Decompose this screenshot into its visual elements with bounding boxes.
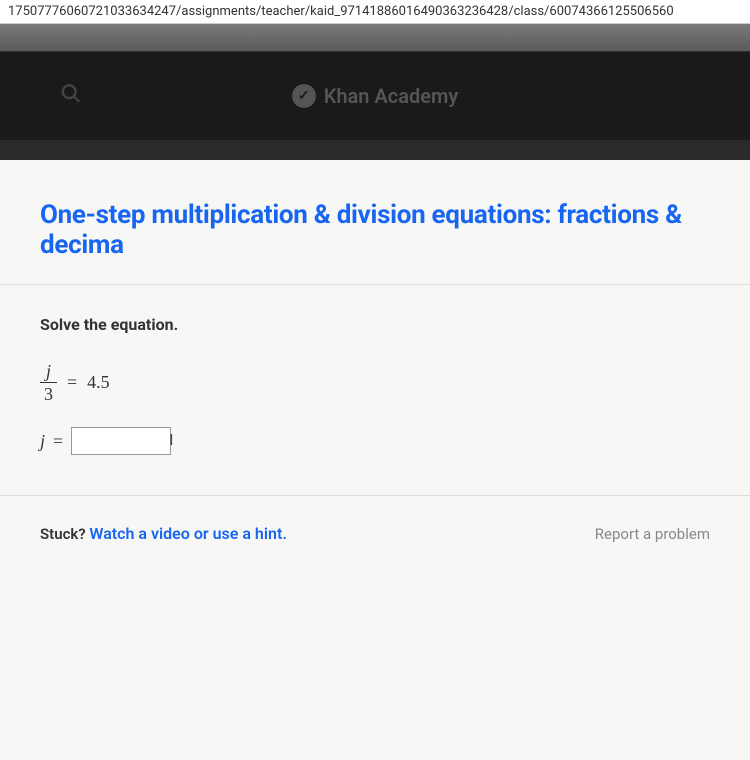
- answer-variable: j: [40, 431, 45, 452]
- site-header: ✓ Khan Academy: [0, 52, 750, 140]
- answer-input[interactable]: [71, 427, 171, 455]
- equation-rhs: 4.5: [87, 372, 110, 393]
- url-text: 17507776060721033634247/assignments/teac…: [8, 4, 674, 19]
- brand-text: Khan Academy: [324, 84, 459, 108]
- exercise-title: One-step multiplication & division equat…: [0, 160, 750, 284]
- exercise-panel: One-step multiplication & division equat…: [0, 160, 750, 760]
- equals-sign: =: [67, 372, 77, 393]
- fraction-denominator: 3: [40, 383, 57, 403]
- problem-area: Solve the equation. j 3 = 4.5 j = I: [0, 285, 750, 495]
- fraction-numerator: j: [42, 362, 55, 382]
- text-cursor-icon: I: [169, 432, 173, 450]
- search-icon[interactable]: [60, 83, 82, 110]
- khan-academy-logo[interactable]: ✓ Khan Academy: [292, 84, 459, 108]
- leaf-icon: ✓: [292, 84, 316, 108]
- url-bar[interactable]: 17507776060721033634247/assignments/teac…: [0, 0, 750, 24]
- help-footer: Stuck? Watch a video or use a hint. Repo…: [0, 496, 750, 571]
- answer-line: j = I: [40, 427, 710, 455]
- fraction: j 3: [40, 362, 57, 403]
- report-problem-link[interactable]: Report a problem: [595, 525, 710, 543]
- browser-toolbar: [0, 24, 750, 52]
- stuck-prompt: Stuck? Watch a video or use a hint.: [40, 524, 287, 543]
- stuck-label: Stuck?: [40, 525, 89, 543]
- equation-display: j 3 = 4.5: [40, 362, 710, 403]
- hint-link[interactable]: Watch a video or use a hint.: [89, 524, 286, 543]
- answer-equals: =: [53, 431, 63, 452]
- prompt-text: Solve the equation.: [40, 315, 710, 334]
